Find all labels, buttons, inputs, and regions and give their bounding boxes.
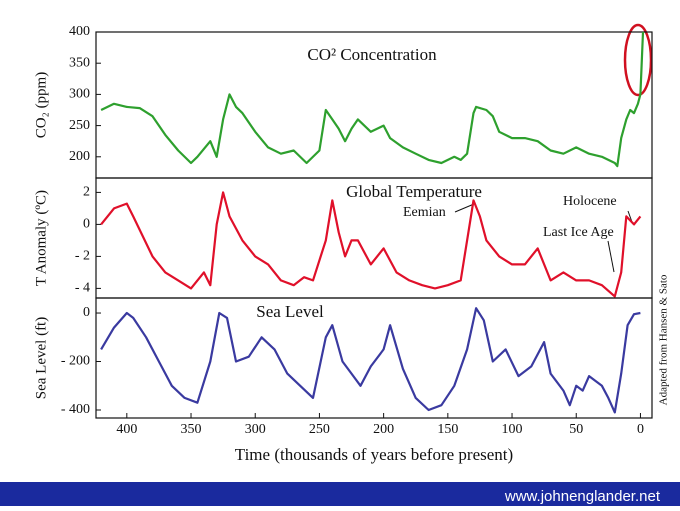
x-tick-label: 200 <box>373 422 394 437</box>
y-tick-label: 2 <box>83 185 90 200</box>
x-axis-label: Time (thousands of years before present) <box>235 445 513 464</box>
data-line <box>100 31 645 168</box>
data-line <box>100 307 641 414</box>
x-tick-label: 300 <box>245 422 266 437</box>
footer-bar <box>0 482 680 506</box>
y-tick-label: 0 <box>83 217 90 232</box>
annotation: Eemian <box>403 205 446 220</box>
y-axis-label: CO₂ (ppm) <box>33 72 49 138</box>
y-tick-label: 350 <box>69 55 90 70</box>
footer: www.johnenglander.net <box>504 488 661 505</box>
annotation-arrow <box>607 240 615 273</box>
note: Adapted from Hansen & Sato <box>658 274 670 405</box>
x-tick-label: 350 <box>181 422 202 437</box>
x-tick-label: 250 <box>309 422 330 437</box>
y-tick-label: 0 <box>83 305 90 320</box>
y-tick-label: 400 <box>69 24 90 39</box>
data-line <box>100 191 642 298</box>
annotation: Holocene <box>563 194 617 209</box>
y-tick-label: - 400 <box>61 402 90 417</box>
y-tick-label: - 2 <box>75 249 90 264</box>
annotation-arrow <box>454 203 475 213</box>
x-tick-label: 50 <box>569 422 583 437</box>
y-axis-label: Sea Level (ft) <box>33 317 49 399</box>
annotation: Last Ice Age <box>543 225 614 240</box>
y-tick-label: - 200 <box>61 354 90 369</box>
x-tick-label: 150 <box>437 422 458 437</box>
panel-title: Global Temperature <box>346 182 482 201</box>
y-tick-label: 300 <box>69 87 90 102</box>
y-tick-label: 250 <box>69 118 90 133</box>
y-tick-label: 200 <box>69 149 90 164</box>
plot-frame <box>95 297 653 419</box>
panel-title: CO² Concentration <box>307 45 437 64</box>
y-axis-label: T Anomaly (ºC) <box>33 190 49 286</box>
x-tick-label: 0 <box>637 422 644 437</box>
x-tick-label: 400 <box>116 422 137 437</box>
x-tick-label: 100 <box>502 422 523 437</box>
y-tick-label: - 4 <box>75 281 90 296</box>
highlight-ellipse <box>623 23 653 97</box>
panel-title: Sea Level <box>256 302 324 321</box>
